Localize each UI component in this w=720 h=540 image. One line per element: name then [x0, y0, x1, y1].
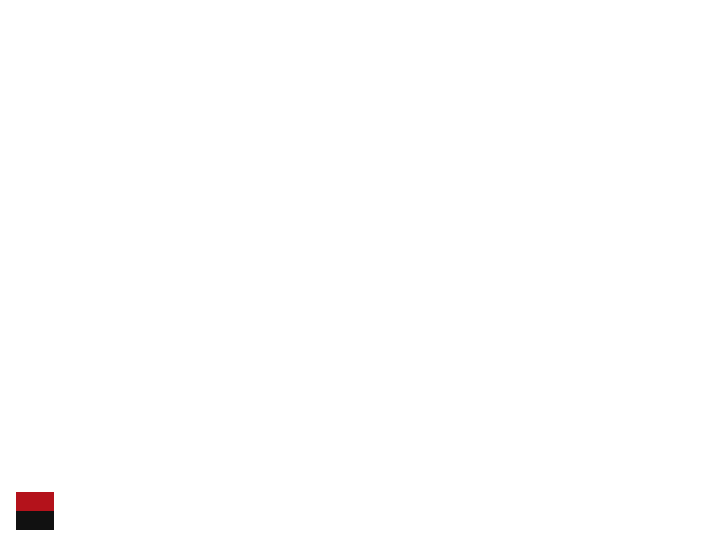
logo-bot: [16, 511, 54, 530]
logo-top: [16, 492, 54, 511]
publisher-logo: [16, 492, 54, 530]
solow-diagram: [120, 165, 640, 505]
slide: [0, 0, 720, 540]
solow-svg: [120, 165, 640, 505]
question-block: [40, 12, 680, 38]
